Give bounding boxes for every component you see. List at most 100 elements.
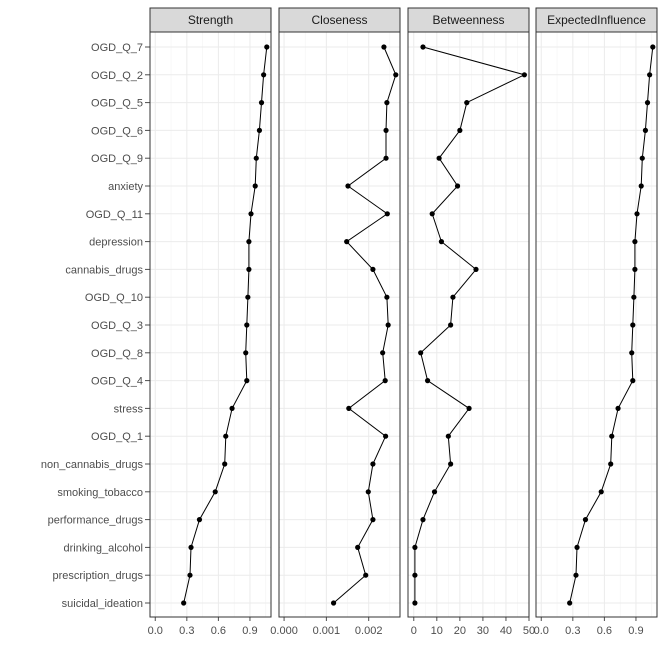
point-strength-suicidal-ideation [181, 600, 187, 606]
category-label-ogd-q-2: OGD_Q_2 [91, 70, 143, 82]
category-label-anxiety: anxiety [108, 181, 143, 193]
point-closeness-ogd-q-3 [385, 322, 391, 328]
point-strength-drinking-alcohol [188, 544, 194, 551]
point-closeness-ogd-q-11 [384, 211, 390, 217]
point-betweenness-non-cannabis-drugs [448, 461, 454, 467]
point-betweenness-depression [438, 239, 445, 245]
strip-betweenness [407, 7, 530, 33]
point-closeness-ogd-q-4 [382, 378, 388, 384]
point-expectedinfluence-anxiety [638, 183, 644, 189]
point-expectedinfluence-ogd-q-9 [639, 155, 645, 161]
point-expectedinfluence-ogd-q-4 [630, 378, 636, 384]
x-tick-label-expectedinfluence: 0.3 [565, 625, 580, 637]
point-closeness-ogd-q-5 [384, 100, 390, 106]
point-betweenness-drinking-alcohol [412, 544, 418, 551]
point-closeness-ogd-q-7 [381, 44, 387, 50]
point-closeness-ogd-q-10 [384, 294, 390, 300]
point-expectedinfluence-suicidal-ideation [567, 600, 573, 606]
point-betweenness-ogd-q-8 [418, 350, 424, 356]
point-closeness-stress [346, 405, 352, 411]
category-label-ogd-q-11: OGD_Q_11 [86, 209, 143, 221]
point-betweenness-stress [466, 405, 472, 411]
category-label-ogd-q-8: OGD_Q_8 [91, 348, 143, 360]
point-closeness-cannabis-drugs [370, 266, 376, 272]
x-tick-label-strength: 0.0 [148, 625, 163, 637]
x-tick-label-betweenness: 20 [454, 625, 466, 637]
x-tick-label-betweenness: 30 [477, 625, 489, 637]
category-label-drinking-alcohol: drinking_alcohol [64, 542, 144, 554]
point-expectedinfluence-stress [615, 405, 621, 411]
category-label-performance-drugs: performance_drugs [48, 515, 144, 527]
point-closeness-anxiety [345, 183, 351, 189]
point-strength-ogd-q-4 [244, 378, 250, 384]
category-label-ogd-q-1: OGD_Q_1 [91, 431, 143, 443]
point-strength-ogd-q-1 [223, 433, 229, 439]
point-closeness-suicidal-ideation [330, 600, 337, 606]
strip-label-strength: Strength [188, 13, 233, 27]
panel-border-betweenness [407, 31, 530, 618]
point-betweenness-prescription-drugs [412, 572, 418, 578]
point-expectedinfluence-ogd-q-1 [609, 433, 615, 439]
point-closeness-smoking-tobacco [365, 489, 371, 495]
point-strength-depression [246, 239, 252, 245]
point-expectedinfluence-ogd-q-2 [647, 72, 653, 78]
category-label-stress: stress [114, 403, 144, 415]
point-expectedinfluence-ogd-q-7 [650, 44, 656, 50]
category-label-ogd-q-7: OGD_Q_7 [91, 42, 143, 54]
point-closeness-ogd-q-1 [383, 433, 389, 439]
category-label-ogd-q-5: OGD_Q_5 [91, 98, 143, 110]
point-closeness-ogd-q-2 [393, 72, 399, 78]
point-strength-ogd-q-8 [243, 350, 249, 356]
category-label-ogd-q-6: OGD_Q_6 [91, 125, 143, 137]
strip-strength [149, 7, 272, 33]
x-tick-label-betweenness: 50 [523, 625, 535, 637]
point-strength-anxiety [252, 183, 258, 189]
point-strength-prescription-drugs [187, 572, 193, 578]
x-tick-label-closeness: 0.002 [355, 625, 383, 637]
point-expectedinfluence-ogd-q-10 [631, 294, 637, 300]
point-closeness-prescription-drugs [363, 572, 369, 578]
point-closeness-ogd-q-9 [383, 155, 389, 161]
x-tick-label-betweenness: 40 [500, 625, 512, 637]
point-expectedinfluence-ogd-q-6 [642, 127, 649, 133]
point-betweenness-ogd-q-3 [448, 322, 454, 328]
panel-border-strength [149, 31, 272, 618]
point-expectedinfluence-depression [632, 239, 638, 245]
point-betweenness-performance-drugs [420, 517, 426, 523]
point-strength-ogd-q-10 [245, 294, 251, 300]
point-betweenness-ogd-q-6 [457, 127, 463, 133]
point-expectedinfluence-ogd-q-11 [634, 211, 640, 217]
category-label-cannabis-drugs: cannabis_drugs [65, 264, 143, 276]
point-expectedinfluence-performance-drugs [582, 517, 589, 523]
point-expectedinfluence-cannabis-drugs [632, 266, 638, 272]
point-betweenness-ogd-q-2 [521, 72, 527, 78]
point-betweenness-ogd-q-7 [420, 44, 426, 50]
point-expectedinfluence-ogd-q-5 [644, 100, 651, 106]
strip-label-betweenness: Betweenness [432, 13, 504, 27]
point-strength-ogd-q-9 [253, 155, 259, 161]
point-betweenness-ogd-q-4 [424, 378, 431, 384]
point-betweenness-cannabis-drugs [473, 266, 479, 272]
point-closeness-depression [344, 239, 350, 245]
point-strength-stress [229, 405, 235, 411]
point-strength-ogd-q-7 [264, 44, 270, 50]
point-strength-cannabis-drugs [246, 266, 252, 272]
category-label-ogd-q-4: OGD_Q_4 [91, 376, 143, 388]
panel-border-expectedinfluence [535, 31, 658, 618]
point-expectedinfluence-ogd-q-8 [629, 350, 635, 356]
x-tick-label-expectedinfluence: 0.9 [628, 625, 643, 637]
x-tick-label-expectedinfluence: 0.0 [534, 625, 549, 637]
strip-expectedinfluence [535, 7, 658, 33]
x-tick-label-strength: 0.6 [211, 625, 226, 637]
point-expectedinfluence-non-cannabis-drugs [608, 461, 614, 467]
x-tick-label-betweenness: 10 [431, 625, 443, 637]
point-betweenness-ogd-q-5 [464, 100, 470, 106]
strip-label-expectedinfluence: ExpectedInfluence [547, 13, 646, 27]
point-betweenness-ogd-q-9 [436, 155, 442, 161]
point-strength-ogd-q-3 [244, 322, 250, 328]
point-strength-ogd-q-11 [248, 211, 254, 217]
category-label-ogd-q-9: OGD_Q_9 [91, 153, 143, 165]
x-tick-label-closeness: 0.000 [270, 625, 298, 637]
point-expectedinfluence-prescription-drugs [573, 572, 579, 578]
